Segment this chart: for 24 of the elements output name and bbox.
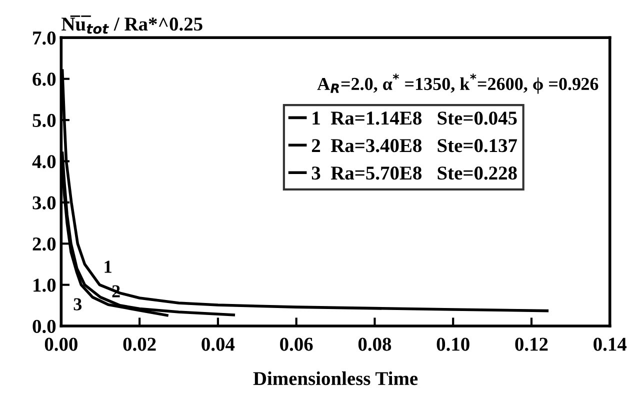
x-tick-label: 0.06: [280, 338, 313, 351]
x-tick-label: 0.00: [44, 338, 78, 351]
annotation: 3: [74, 298, 82, 310]
annotation: A$_{R}$=2.0, α$^{*}$ =1350, k$^{*}$=2600, ϕ =0.926: [317, 74, 598, 94]
y-tick-label: 2.0: [32, 237, 56, 251]
y-tick-label: 6.0: [32, 72, 56, 86]
annotation: 1: [104, 260, 112, 273]
legend-label: 1 Ra=1.14E8 Ste=0.045: [312, 112, 517, 125]
x-tick-label: 0.04: [202, 338, 235, 351]
y-tick-label: 7.0: [33, 31, 56, 45]
x-tick-label: 0.10: [436, 338, 470, 351]
y-tick-label: 4.0: [32, 155, 56, 168]
x-tick-label: 0.14: [594, 338, 627, 351]
y-tick-label: 3.0: [32, 196, 56, 210]
x-axis-title: Dimensionless Time: [253, 371, 418, 386]
x-tick-label: 0.08: [358, 338, 392, 351]
x-tick-label: 0.12: [515, 338, 548, 351]
y-tick-label: 5.0: [32, 114, 56, 128]
x-tick-label: 0.02: [123, 338, 156, 351]
y-axis-title: N̅u̅$_{tot}$ / Ra*^0.25: [62, 15, 202, 34]
legend-label: 3 Ra=5.70E8 Ste=0.228: [312, 166, 517, 180]
y-tick-label: 1.0: [34, 278, 56, 292]
legend-label: 2 Ra=3.40E8 Ste=0.137: [312, 139, 518, 152]
y-tick-label: 0.0: [32, 320, 56, 334]
